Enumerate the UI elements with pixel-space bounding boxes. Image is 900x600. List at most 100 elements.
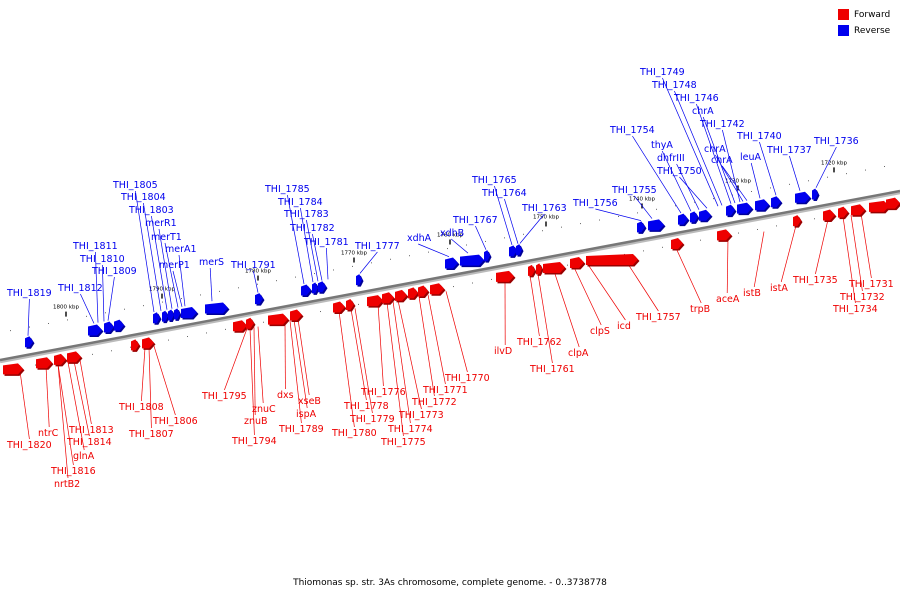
reverse-gene-glyph[interactable]: [356, 274, 364, 287]
forward-gene-glyph[interactable]: [869, 200, 891, 214]
reverse-gene-glyph[interactable]: [737, 202, 754, 216]
forward-gene-glyph[interactable]: [570, 256, 586, 270]
forward-gene-label[interactable]: istA: [770, 283, 788, 294]
reverse-gene-label[interactable]: chrA: [704, 144, 726, 155]
forward-gene-glyph[interactable]: [430, 283, 446, 296]
forward-gene-label[interactable]: THI_1778: [343, 401, 389, 412]
reverse-gene-glyph[interactable]: [181, 307, 199, 320]
forward-gene-label[interactable]: THI_1807: [128, 429, 174, 440]
forward-gene-label[interactable]: dxs: [277, 390, 294, 401]
forward-gene-glyph[interactable]: [246, 317, 256, 331]
forward-gene-glyph[interactable]: [131, 339, 141, 352]
reverse-gene-label[interactable]: THI_1819: [6, 288, 52, 299]
reverse-gene-glyph[interactable]: [637, 221, 647, 234]
reverse-gene-label[interactable]: THI_1781: [303, 237, 349, 248]
forward-gene-glyph[interactable]: [367, 295, 385, 308]
reverse-gene-label[interactable]: THI_1803: [128, 205, 174, 216]
forward-gene-label[interactable]: glnA: [73, 451, 95, 462]
reverse-gene-label[interactable]: THI_1791: [230, 260, 276, 271]
reverse-gene-label[interactable]: THI_1785: [264, 184, 310, 195]
reverse-gene-glyph[interactable]: [301, 284, 313, 297]
reverse-gene-label[interactable]: THI_1809: [91, 266, 137, 277]
reverse-gene-label[interactable]: xdhA: [407, 233, 432, 244]
forward-gene-glyph[interactable]: [54, 353, 68, 367]
forward-gene-label[interactable]: ntrC: [38, 428, 59, 439]
reverse-gene-glyph[interactable]: [255, 293, 265, 306]
forward-gene-glyph[interactable]: [382, 292, 396, 305]
reverse-gene-label[interactable]: THI_1737: [766, 145, 812, 156]
forward-gene-glyph[interactable]: [838, 206, 850, 220]
forward-gene-label[interactable]: ilvD: [494, 346, 512, 357]
reverse-gene-label[interactable]: THI_1783: [283, 209, 329, 220]
reverse-gene-label[interactable]: THI_1749: [639, 67, 685, 78]
forward-gene-glyph[interactable]: [586, 253, 640, 267]
reverse-gene-glyph[interactable]: [678, 213, 690, 227]
reverse-gene-label[interactable]: THI_1777: [354, 241, 400, 252]
reverse-gene-glyph[interactable]: [460, 254, 486, 268]
reverse-gene-label[interactable]: THI_1742: [699, 119, 745, 130]
forward-gene-glyph[interactable]: [233, 320, 249, 333]
forward-gene-label[interactable]: THI_1795: [201, 391, 247, 402]
reverse-gene-glyph[interactable]: [318, 281, 328, 294]
forward-gene-label[interactable]: THI_1762: [516, 337, 562, 348]
reverse-gene-label[interactable]: THI_1736: [813, 136, 859, 147]
forward-gene-label[interactable]: THI_1735: [792, 275, 838, 286]
forward-gene-glyph[interactable]: [268, 313, 290, 327]
forward-gene-glyph[interactable]: [290, 309, 304, 323]
forward-gene-label[interactable]: THI_1773: [398, 410, 444, 421]
reverse-gene-glyph[interactable]: [484, 250, 492, 263]
forward-gene-label[interactable]: THI_1770: [444, 373, 490, 384]
reverse-gene-glyph[interactable]: [699, 209, 713, 223]
reverse-gene-glyph[interactable]: [812, 188, 820, 202]
reverse-gene-glyph[interactable]: [445, 257, 460, 270]
forward-gene-label[interactable]: THI_1732: [839, 292, 885, 303]
reverse-gene-label[interactable]: THI_1755: [611, 185, 657, 196]
reverse-gene-label[interactable]: THI_1765: [471, 175, 517, 186]
reverse-gene-label[interactable]: thyA: [651, 140, 673, 151]
forward-gene-label[interactable]: trpB: [690, 304, 710, 315]
forward-gene-glyph[interactable]: [408, 287, 420, 300]
forward-gene-glyph[interactable]: [886, 197, 900, 211]
reverse-gene-label[interactable]: THI_1782: [289, 223, 335, 234]
forward-gene-label[interactable]: THI_1776: [360, 387, 406, 398]
reverse-gene-glyph[interactable]: [174, 308, 182, 321]
reverse-gene-label[interactable]: THI_1784: [277, 197, 323, 208]
forward-gene-label[interactable]: THI_1789: [278, 424, 324, 435]
forward-gene-label[interactable]: THI_1794: [231, 436, 277, 447]
reverse-gene-glyph[interactable]: [205, 302, 230, 316]
forward-gene-glyph[interactable]: [496, 270, 516, 284]
forward-gene-label[interactable]: THI_1780: [331, 428, 377, 439]
forward-gene-label[interactable]: znuB: [244, 416, 268, 427]
forward-gene-label[interactable]: THI_1775: [380, 437, 426, 448]
forward-gene-glyph[interactable]: [793, 215, 803, 228]
forward-gene-glyph[interactable]: [671, 238, 685, 251]
forward-gene-label[interactable]: THI_1731: [848, 279, 894, 290]
forward-gene-label[interactable]: icd: [617, 321, 631, 332]
forward-gene-glyph[interactable]: [67, 351, 83, 364]
reverse-gene-label[interactable]: dhfrIII: [657, 153, 685, 164]
forward-gene-label[interactable]: THI_1820: [6, 440, 52, 451]
forward-gene-label[interactable]: THI_1761: [529, 364, 575, 375]
forward-gene-glyph[interactable]: [395, 289, 409, 303]
reverse-gene-label[interactable]: THI_1748: [651, 80, 697, 91]
forward-gene-glyph[interactable]: [3, 363, 25, 376]
reverse-gene-glyph[interactable]: [726, 204, 737, 218]
forward-gene-glyph[interactable]: [717, 229, 733, 242]
reverse-gene-label[interactable]: merR1: [145, 218, 177, 229]
forward-gene-glyph[interactable]: [851, 204, 867, 217]
reverse-gene-label[interactable]: merA1: [165, 244, 197, 255]
forward-gene-label[interactable]: ispA: [296, 409, 317, 420]
forward-gene-glyph[interactable]: [333, 301, 347, 314]
forward-gene-label[interactable]: aceA: [716, 294, 740, 305]
reverse-gene-glyph[interactable]: [755, 199, 771, 212]
reverse-gene-label[interactable]: THI_1767: [452, 215, 498, 226]
reverse-gene-glyph[interactable]: [771, 196, 783, 209]
reverse-gene-glyph[interactable]: [88, 324, 104, 337]
forward-gene-glyph[interactable]: [36, 357, 54, 370]
forward-gene-label[interactable]: nrtB2: [54, 479, 80, 490]
forward-gene-label[interactable]: THI_1779: [349, 414, 395, 425]
reverse-gene-glyph[interactable]: [516, 244, 524, 257]
reverse-gene-label[interactable]: THI_1746: [673, 93, 719, 104]
reverse-gene-label[interactable]: THI_1811: [72, 241, 118, 252]
forward-gene-label[interactable]: clpA: [568, 348, 589, 359]
